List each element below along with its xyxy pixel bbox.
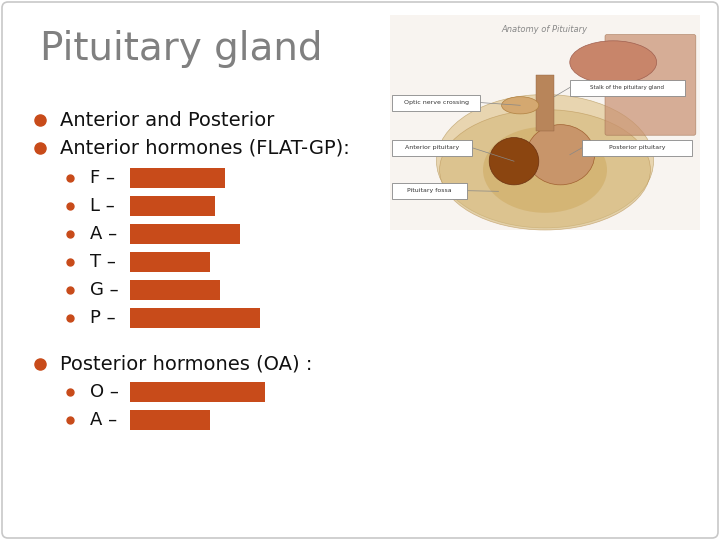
Text: A –: A – xyxy=(90,225,117,243)
Text: Anterior hormones (FLAT-GP):: Anterior hormones (FLAT-GP): xyxy=(60,138,350,158)
Ellipse shape xyxy=(489,138,539,185)
Text: A –: A – xyxy=(90,411,117,429)
Text: Posterior hormones (OA) :: Posterior hormones (OA) : xyxy=(60,354,312,374)
Ellipse shape xyxy=(570,41,657,84)
Text: O –: O – xyxy=(90,383,119,401)
FancyBboxPatch shape xyxy=(392,94,480,111)
Text: P –: P – xyxy=(90,309,116,327)
FancyBboxPatch shape xyxy=(130,280,220,300)
Ellipse shape xyxy=(440,110,650,230)
Text: Optic nerve crossing: Optic nerve crossing xyxy=(403,100,469,105)
FancyBboxPatch shape xyxy=(582,140,692,156)
Text: T –: T – xyxy=(90,253,116,271)
FancyBboxPatch shape xyxy=(130,224,240,244)
FancyBboxPatch shape xyxy=(130,308,260,328)
Text: Anterior and Posterior: Anterior and Posterior xyxy=(60,111,274,130)
Text: F –: F – xyxy=(90,169,115,187)
Text: Stalk of the pituitary gland: Stalk of the pituitary gland xyxy=(590,85,665,90)
FancyBboxPatch shape xyxy=(130,410,210,430)
Text: Anatomy of Pituitary: Anatomy of Pituitary xyxy=(502,25,588,34)
FancyBboxPatch shape xyxy=(390,15,700,230)
Ellipse shape xyxy=(502,97,539,114)
FancyBboxPatch shape xyxy=(130,168,225,188)
FancyBboxPatch shape xyxy=(570,79,685,96)
FancyBboxPatch shape xyxy=(392,140,472,156)
FancyBboxPatch shape xyxy=(605,35,696,135)
FancyBboxPatch shape xyxy=(536,75,554,131)
FancyBboxPatch shape xyxy=(392,183,467,199)
Text: Pituitary gland: Pituitary gland xyxy=(40,30,323,68)
Text: Anterior pituitary: Anterior pituitary xyxy=(405,145,459,150)
Ellipse shape xyxy=(526,125,595,185)
Text: Posterior pituitary: Posterior pituitary xyxy=(609,145,665,150)
FancyBboxPatch shape xyxy=(130,382,265,402)
Ellipse shape xyxy=(436,94,654,228)
Text: Pituitary fossa: Pituitary fossa xyxy=(408,188,452,193)
Ellipse shape xyxy=(483,127,607,213)
Text: L –: L – xyxy=(90,197,114,215)
FancyBboxPatch shape xyxy=(130,196,215,216)
FancyBboxPatch shape xyxy=(130,252,210,272)
Text: G –: G – xyxy=(90,281,119,299)
